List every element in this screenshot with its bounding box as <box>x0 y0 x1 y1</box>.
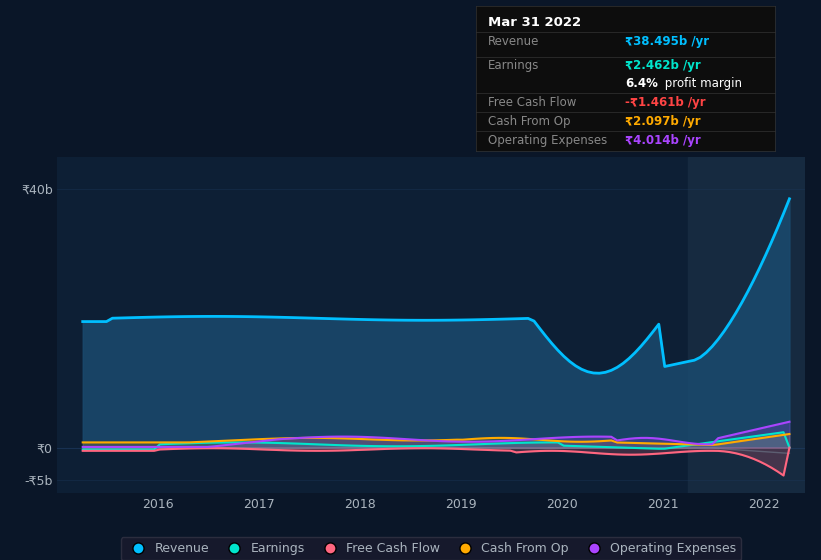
Bar <box>689 157 805 493</box>
Text: ₹38.495b /yr: ₹38.495b /yr <box>626 35 709 48</box>
Text: ₹4.014b /yr: ₹4.014b /yr <box>626 134 701 147</box>
Text: Revenue: Revenue <box>488 35 539 48</box>
Text: Free Cash Flow: Free Cash Flow <box>488 96 576 109</box>
Text: profit margin: profit margin <box>661 77 742 90</box>
Text: Earnings: Earnings <box>488 59 539 72</box>
Text: Mar 31 2022: Mar 31 2022 <box>488 16 581 29</box>
Text: ₹2.462b /yr: ₹2.462b /yr <box>626 59 701 72</box>
Text: -₹1.461b /yr: -₹1.461b /yr <box>626 96 706 109</box>
Text: Operating Expenses: Operating Expenses <box>488 134 607 147</box>
Text: ₹2.097b /yr: ₹2.097b /yr <box>626 115 701 128</box>
Text: 6.4%: 6.4% <box>626 77 658 90</box>
Text: Cash From Op: Cash From Op <box>488 115 571 128</box>
Legend: Revenue, Earnings, Free Cash Flow, Cash From Op, Operating Expenses: Revenue, Earnings, Free Cash Flow, Cash … <box>121 538 741 560</box>
